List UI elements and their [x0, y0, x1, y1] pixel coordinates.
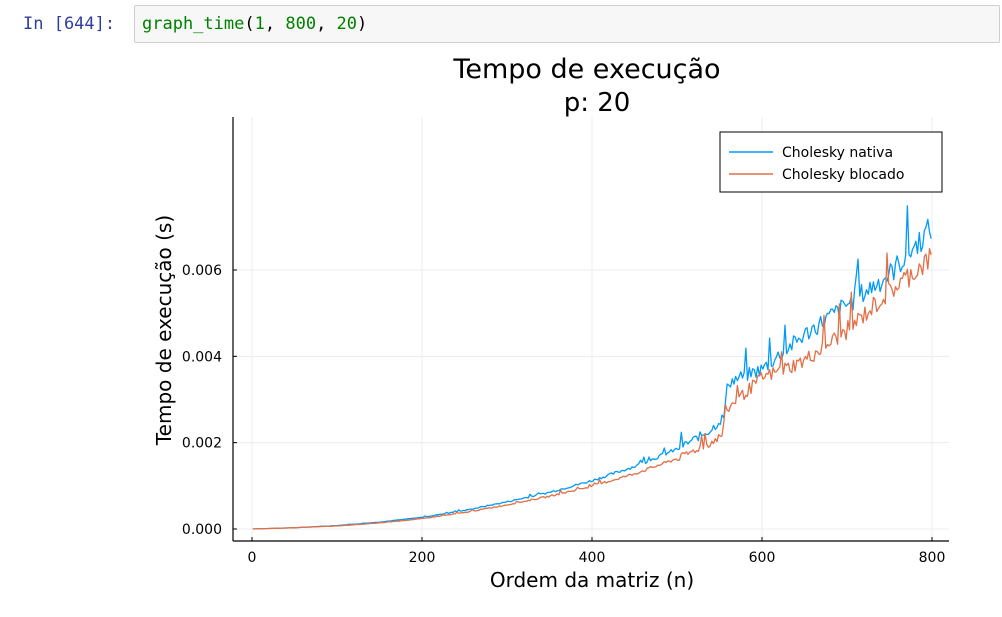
code-separator: , — [264, 14, 286, 34]
x-tick-label: 0 — [248, 550, 257, 566]
series-line-1 — [252, 205, 932, 530]
x-tick-label: 800 — [919, 550, 946, 566]
series-lines — [252, 205, 932, 530]
code-open-paren: ( — [244, 14, 255, 34]
axes — [232, 117, 949, 542]
x-tick-label: 400 — [579, 550, 606, 566]
code-arg-1: 1 — [254, 14, 265, 34]
code-function-name: graph_time — [142, 14, 245, 34]
x-tick-label: 200 — [409, 550, 436, 566]
y-tick-label: 0.006 — [182, 263, 222, 279]
legend-box — [719, 131, 943, 193]
cell-prompt: In [644]: — [23, 14, 116, 34]
legend-label: Cholesky blocado — [782, 167, 904, 183]
x-axis-label: Ordem da matriz (n) — [490, 568, 694, 592]
legend-label: Cholesky nativa — [782, 145, 893, 161]
x-tick-label: 600 — [749, 550, 776, 566]
chart-title: Tempo de execução — [452, 54, 720, 85]
y-tick-label: 0.002 — [182, 436, 222, 452]
y-tick-label: 0.000 — [182, 522, 222, 538]
series-line-2 — [252, 248, 932, 530]
code-text[interactable]: graph_time(1, 800, 20) — [142, 14, 367, 34]
code-separator: , — [316, 14, 337, 34]
chart-subtitle: p: 20 — [564, 88, 631, 118]
tick-labels: 0 200 400 600 800 0.000 0.002 0.004 0.006 — [182, 263, 945, 566]
grid-lines — [233, 117, 949, 541]
code-arg-2: 800 — [285, 14, 317, 34]
legend: Cholesky nativa Cholesky blocado — [719, 131, 943, 193]
y-tick-label: 0.004 — [182, 349, 222, 365]
y-axis-label: Tempo de execução (s) — [152, 215, 176, 446]
execution-time-chart: 0 200 400 600 800 0.000 0.002 0.004 0.006 Tempo … — [152, 54, 949, 592]
code-cell-input[interactable]: graph_time(1, 800, 20) — [134, 5, 1000, 43]
code-arg-3: 20 — [336, 14, 358, 34]
code-close-paren: ) — [357, 14, 368, 34]
